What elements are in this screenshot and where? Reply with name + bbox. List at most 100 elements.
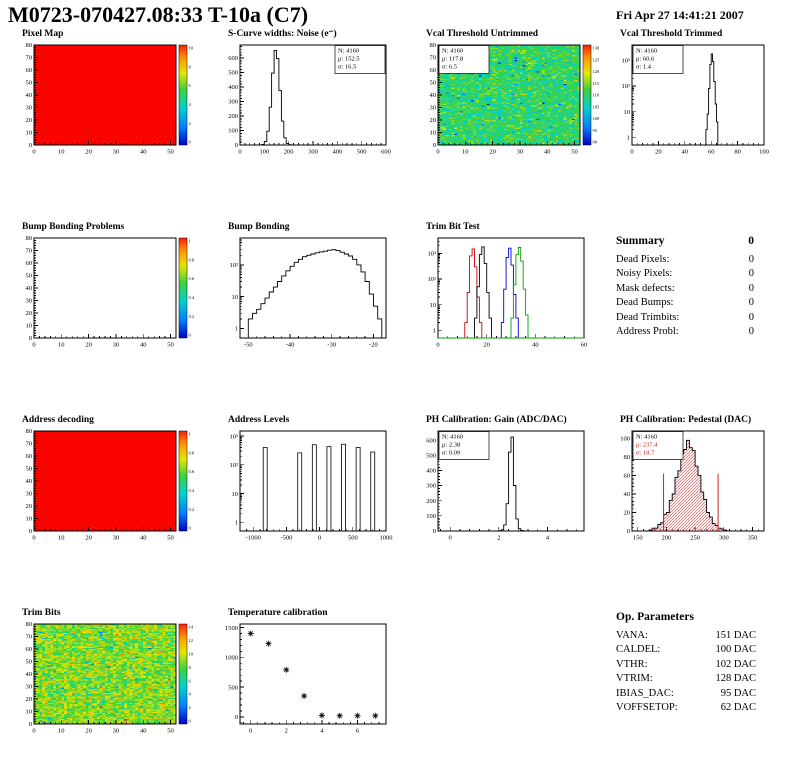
summary-label: Noisy Pixels: bbox=[616, 268, 673, 279]
svg-text:4: 4 bbox=[546, 535, 550, 542]
svg-text:200: 200 bbox=[426, 498, 436, 505]
svg-text:500: 500 bbox=[228, 684, 238, 691]
op-parameter-row: VOFFSETOP: 62 DAC bbox=[616, 701, 756, 716]
svg-text:σ: 0.09: σ: 0.09 bbox=[442, 450, 460, 457]
svg-text:60: 60 bbox=[430, 67, 437, 74]
svg-text:250: 250 bbox=[690, 535, 700, 542]
svg-text:80: 80 bbox=[26, 235, 33, 242]
svg-text:40: 40 bbox=[140, 535, 147, 542]
page-title: M0723-070427.08:33 T-10a (C7) bbox=[8, 2, 309, 27]
panel-bump-bonding: Bump Bonding -50 -40 -30 -20 1 10 10² bbox=[220, 221, 416, 352]
svg-text:40: 40 bbox=[26, 478, 33, 485]
summary-value: 0 bbox=[748, 297, 754, 308]
svg-text:10: 10 bbox=[189, 651, 194, 656]
svg-text:20: 20 bbox=[26, 503, 33, 510]
svg-text:40: 40 bbox=[624, 491, 631, 498]
temperature-calibration-chart: 0 2 4 6 0 500 1000 1500 bbox=[225, 623, 387, 735]
svg-text:350: 350 bbox=[748, 535, 758, 542]
svg-text:80: 80 bbox=[430, 42, 437, 49]
svg-text:20: 20 bbox=[85, 149, 92, 156]
op-parameter-value: 128 DAC bbox=[715, 673, 756, 684]
op-parameter-value: 100 DAC bbox=[715, 644, 756, 655]
svg-text:400: 400 bbox=[426, 468, 436, 475]
panel-pixel-map: Pixel Map 0 10 20 30 40 50 0 10 20 30 40 50 60 70 80 10… bbox=[14, 28, 210, 159]
chart-title: Trim Bit Test bbox=[426, 222, 480, 232]
summary-header: Summary 0 bbox=[616, 234, 754, 249]
svg-text:80: 80 bbox=[26, 428, 33, 435]
svg-text:0: 0 bbox=[29, 528, 32, 535]
svg-text:100: 100 bbox=[426, 513, 436, 520]
svg-text:0: 0 bbox=[627, 528, 630, 535]
svg-text:-1000: -1000 bbox=[246, 535, 261, 542]
svg-text:500: 500 bbox=[357, 149, 367, 156]
svg-text:20: 20 bbox=[430, 117, 437, 124]
svg-text:0: 0 bbox=[433, 528, 436, 535]
svg-text:60: 60 bbox=[26, 453, 33, 460]
panel-address-decoding: Address decoding 0 10 20 30 40 50 0 10 20 30 40 50 6… bbox=[14, 414, 210, 545]
svg-text:120: 120 bbox=[593, 69, 601, 74]
svg-text:0.8: 0.8 bbox=[189, 450, 195, 455]
svg-text:30: 30 bbox=[113, 535, 120, 542]
svg-text:0.4: 0.4 bbox=[189, 488, 195, 493]
svg-text:μ: 60.6: μ: 60.6 bbox=[636, 56, 655, 63]
svg-text:500: 500 bbox=[228, 70, 238, 77]
svg-text:1: 1 bbox=[235, 520, 238, 527]
svg-text:200: 200 bbox=[662, 535, 672, 542]
svg-text:0: 0 bbox=[189, 719, 192, 724]
summary-value: 0 bbox=[748, 282, 754, 294]
svg-text:60: 60 bbox=[624, 473, 631, 480]
svg-text:20: 20 bbox=[85, 728, 92, 735]
op-parameter-label: VTHR: bbox=[616, 658, 648, 670]
svg-text:0.2: 0.2 bbox=[189, 314, 195, 319]
svg-text:50: 50 bbox=[26, 659, 33, 666]
svg-text:40: 40 bbox=[140, 728, 147, 735]
svg-text:100: 100 bbox=[620, 436, 630, 443]
summary-label: Dead Pixels: bbox=[616, 253, 670, 265]
op-parameter-value: 102 DAC bbox=[715, 658, 756, 670]
svg-text:70: 70 bbox=[26, 441, 33, 448]
svg-text:2: 2 bbox=[285, 728, 288, 735]
svg-text:50: 50 bbox=[26, 80, 33, 87]
svg-text:30: 30 bbox=[113, 342, 120, 349]
svg-text:30: 30 bbox=[517, 149, 524, 156]
panel-scurve-noise: S-Curve widths: Noise (e⁻) 0 100 200 300 400… bbox=[220, 28, 416, 159]
svg-text:N: 4160: N: 4160 bbox=[636, 48, 657, 55]
svg-text:50: 50 bbox=[26, 466, 33, 473]
address-levels-chart: -1000 -500 0 500 1000 1 10 10² 10³ bbox=[230, 430, 393, 542]
svg-text:70: 70 bbox=[430, 55, 437, 62]
svg-text:-500: -500 bbox=[280, 535, 292, 542]
svg-text:σ: 16.5: σ: 16.5 bbox=[338, 64, 356, 71]
svg-text:80: 80 bbox=[26, 42, 33, 49]
svg-text:N: 4160: N: 4160 bbox=[636, 434, 657, 441]
svg-text:6: 6 bbox=[189, 678, 192, 683]
summary-title: Summary bbox=[616, 235, 665, 247]
svg-text:0: 0 bbox=[249, 728, 252, 735]
panel-ph-calibration-gain: PH Calibration: Gain (ADC/DAC) 0 2 4 0 100 20… bbox=[418, 414, 614, 545]
svg-text:0: 0 bbox=[32, 149, 35, 156]
svg-text:600: 600 bbox=[228, 55, 238, 62]
op-parameter-label: CALDEL: bbox=[616, 644, 661, 655]
chart-title: Trim Bits bbox=[22, 608, 61, 618]
svg-text:20: 20 bbox=[26, 310, 33, 317]
svg-text:10: 10 bbox=[26, 130, 33, 137]
svg-text:50: 50 bbox=[430, 80, 437, 87]
svg-text:0.2: 0.2 bbox=[189, 507, 195, 512]
svg-text:10: 10 bbox=[189, 46, 194, 51]
chart-title: Bump Bonding Problems bbox=[22, 222, 125, 232]
svg-text:20: 20 bbox=[489, 149, 496, 156]
svg-text:10: 10 bbox=[26, 323, 33, 330]
svg-text:N: 4160: N: 4160 bbox=[442, 48, 463, 55]
chart-title: Pixel Map bbox=[22, 29, 64, 39]
pixel-map-cells bbox=[34, 45, 176, 145]
svg-text:30: 30 bbox=[113, 149, 120, 156]
svg-text:40: 40 bbox=[26, 285, 33, 292]
trim-bit-test-chart: 0 20 40 60 1 10 10² 10³ bbox=[428, 237, 587, 349]
svg-text:10: 10 bbox=[26, 709, 33, 716]
svg-text:70: 70 bbox=[26, 55, 33, 62]
svg-text:20: 20 bbox=[26, 117, 33, 124]
svg-text:0.6: 0.6 bbox=[189, 276, 195, 281]
op-parameter-row: VTHR: 102 DAC bbox=[616, 658, 756, 673]
